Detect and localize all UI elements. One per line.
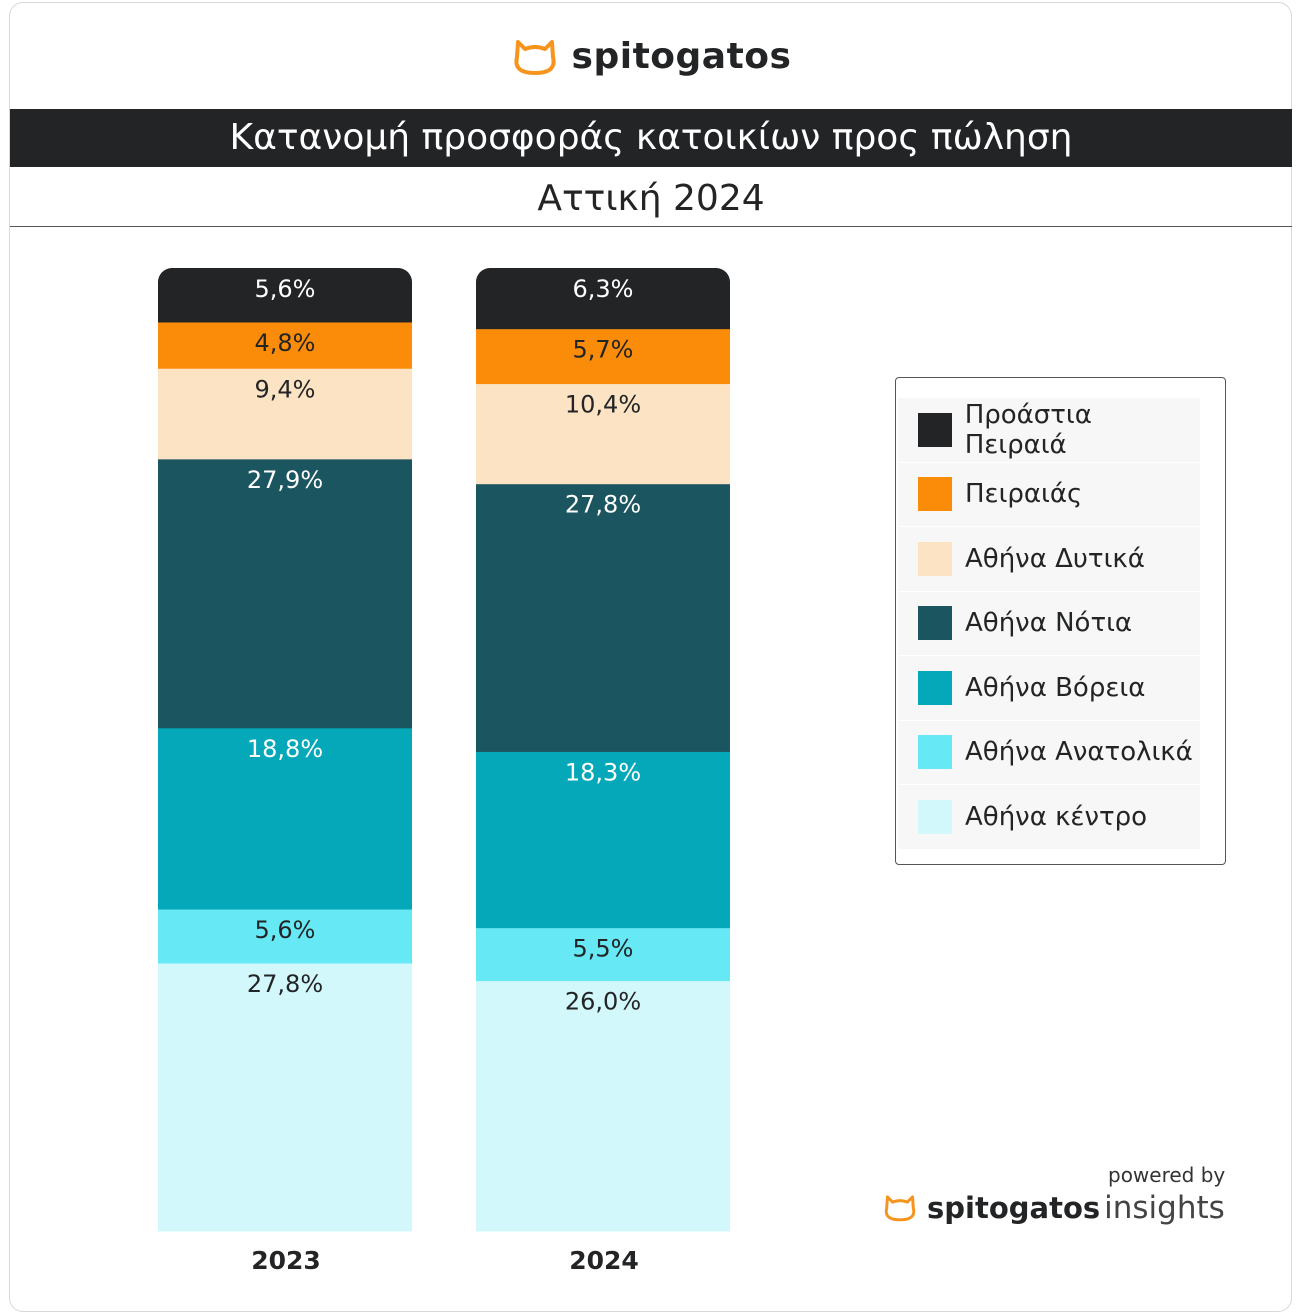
footer-brand: spitogatos insights: [883, 1190, 1225, 1226]
legend-label: Αθήνα κέντρο: [965, 801, 1148, 832]
data-label: 26,0%: [565, 988, 641, 1016]
data-label: 27,8%: [565, 491, 641, 519]
legend-swatch: [918, 735, 952, 770]
legend-swatch: [918, 606, 952, 641]
legend-label: Αθήνα Δυτικά: [965, 543, 1145, 574]
bar-segment: [158, 963, 412, 1232]
bar-segment: [158, 727, 412, 910]
x-tick-label: 2023: [251, 1246, 321, 1275]
legend-swatch: [918, 799, 952, 834]
bar-segment: [476, 751, 730, 929]
bar-segment: [476, 383, 730, 485]
legend-item: Προάστια Πειραιά: [898, 398, 1200, 463]
legend-swatch: [918, 670, 952, 705]
legend-label: Αθήνα Βόρεια: [965, 672, 1146, 703]
bar-segment: [158, 909, 412, 964]
data-label: 4,8%: [255, 329, 316, 357]
chart-subtitle: Αττική 2024: [10, 168, 1292, 227]
bar-segment: [158, 321, 412, 369]
legend-item: Αθήνα Βόρεια: [898, 656, 1200, 721]
legend-swatch: [918, 477, 952, 512]
data-label: 5,7%: [573, 336, 634, 364]
legend-label: Προάστια Πειραιά: [964, 399, 1092, 460]
legend-item: Αθήνα Δυτικά: [898, 527, 1200, 592]
data-label: 10,4%: [565, 391, 641, 419]
logo: spitogatos: [0, 36, 1303, 77]
brand-name: spitogatos: [571, 36, 792, 77]
x-tick-label: 2024: [569, 1246, 639, 1275]
legend-swatch: [918, 412, 952, 447]
data-label: 5,5%: [573, 935, 634, 963]
bar-segment: [476, 980, 730, 1232]
data-label: 5,6%: [255, 916, 316, 944]
bar-segment: [158, 368, 412, 460]
footer-brand-name: spitogatos: [927, 1191, 1101, 1225]
legend-label: Πειραιάς: [965, 479, 1083, 510]
bar-2023: [158, 268, 412, 1232]
powered-by-label: powered by: [1108, 1163, 1226, 1187]
legend-label: Αθήνα Νότια: [965, 608, 1133, 639]
bar-segment: [476, 483, 730, 752]
data-label: 27,9%: [247, 466, 323, 494]
data-label: 5,6%: [255, 275, 316, 303]
bar-segment: [476, 328, 730, 385]
data-label: 9,4%: [255, 375, 316, 403]
legend-item: Αθήνα Νότια: [898, 591, 1200, 656]
bar-2024: [476, 268, 730, 1232]
bar-segment: [158, 458, 412, 729]
legend-item: Αθήνα κέντρο: [898, 785, 1200, 850]
legend: Προάστια Πειραιά Πειραιάς Αθήνα Δυτικά Αθήν…: [895, 377, 1226, 865]
legend-swatch: [918, 541, 952, 576]
cat-logo-icon: [884, 1195, 916, 1222]
legend-item: Πειραιάς: [898, 462, 1200, 527]
bar-segment: [476, 927, 730, 982]
cat-logo-icon: [513, 39, 556, 75]
data-label: 27,8%: [247, 970, 323, 998]
data-label: 18,8%: [247, 735, 323, 763]
legend-label: Αθήνα Ανατολικά: [965, 737, 1193, 768]
data-label: 6,3%: [573, 275, 634, 303]
bar-segment: [158, 268, 412, 323]
legend-item: Αθήνα Ανατολικά: [898, 720, 1200, 785]
chart-title: Κατανομή προσφοράς κατοικίων προς πώληση: [10, 109, 1292, 167]
data-label: 18,3%: [565, 758, 641, 786]
footer-product-name: insights: [1104, 1190, 1225, 1226]
bar-segment: [476, 268, 730, 330]
